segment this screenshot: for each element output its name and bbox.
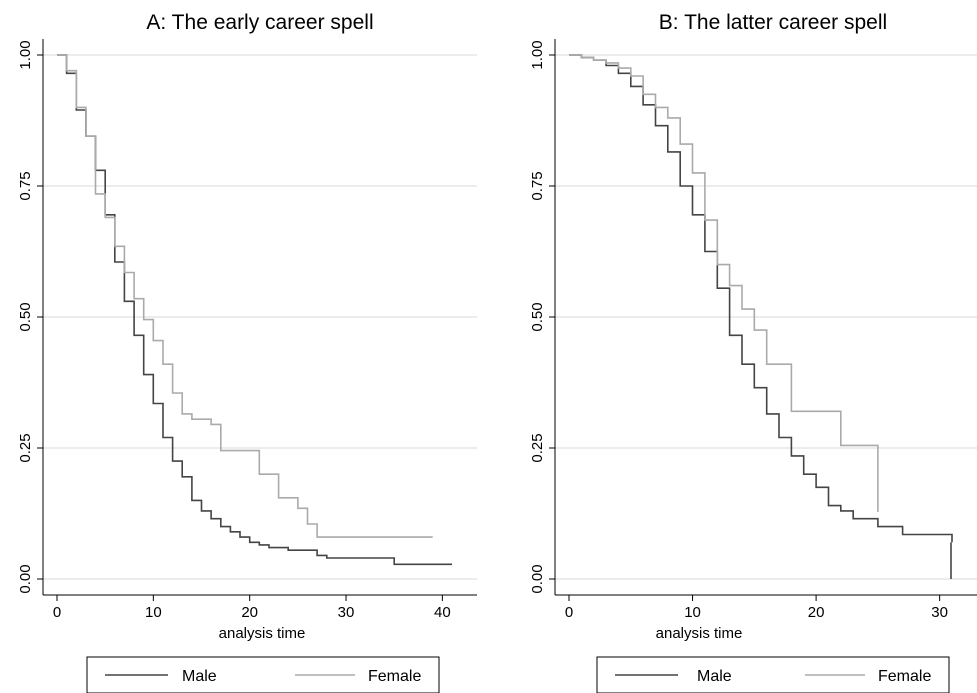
- panel-b-x-axis-label: analysis time: [656, 625, 743, 642]
- panel-b-series: [569, 54, 953, 579]
- panel-a-gridlines: [43, 54, 477, 580]
- panel-b-legend-label-male: Male: [697, 668, 732, 685]
- panel-a-series: [57, 54, 452, 566]
- panel-b-title: B: The latter career spell: [659, 11, 887, 34]
- panel-a-x-tick-label-3: 30: [338, 604, 355, 621]
- panel-a-x-tick-label-1: 10: [145, 604, 162, 621]
- panel-b-gridlines: [555, 54, 977, 580]
- panel-a-y-tick-label-3: 0.75: [17, 171, 34, 200]
- panel-a-x-tick-label-2: 20: [241, 604, 258, 621]
- panel-b-legend: Male Female: [596, 656, 950, 693]
- panel-a-legend-label-female: Female: [368, 668, 421, 685]
- panel-b-y-tick-label-3: 0.75: [529, 171, 546, 200]
- panel-a: A: The early career spell 0.000.250.500.…: [17, 11, 477, 693]
- panel-a-y-tick-label-2: 0.50: [17, 302, 34, 331]
- panel-a-title: A: The early career spell: [146, 11, 373, 34]
- panel-a-x-tick-label-0: 0: [53, 604, 61, 621]
- panel-b-y-tick-label-2: 0.50: [529, 302, 546, 331]
- panel-b-axes: 0.00 0.25 0.50 0.75 1.00 0 10 20 30: [529, 39, 977, 621]
- panel-a-series-male-line: [57, 54, 452, 566]
- panel-a-legend: Male Female: [86, 656, 440, 693]
- panel-a-axes: 0.00 0.25 0.50 0.75 1.00 0 10 20 30 40: [17, 39, 477, 621]
- panel-b-x-tick-label-2: 20: [808, 604, 825, 621]
- panel-a-x-tick-label-4: 40: [434, 604, 451, 621]
- panel-b-x-tick-label-3: 30: [931, 604, 948, 621]
- panel-a-y-tick-label-1: 0.25: [17, 433, 34, 462]
- panel-a-legend-label-male: Male: [182, 668, 217, 685]
- panel-b-series-female-line: [569, 54, 879, 512]
- panel-b-legend-label-female: Female: [878, 668, 931, 685]
- panel-b: B: The latter career spell 0.000.250.500…: [529, 11, 977, 693]
- panel-a-x-axis-label: analysis time: [219, 625, 306, 642]
- panel-b-x-tick-label-0: 0: [565, 604, 573, 621]
- panel-a-y-tick-label-0: 0.00: [17, 564, 34, 593]
- panel-a-y-tick-label-4: 1.00: [17, 40, 34, 69]
- panel-b-x-tick-label-1: 10: [684, 604, 701, 621]
- panel-b-y-tick-label-0: 0.00: [529, 564, 546, 593]
- panel-b-y-tick-label-1: 0.25: [529, 433, 546, 462]
- panel-b-y-tick-label-4: 1.00: [529, 40, 546, 69]
- panel-b-series-male-line: [569, 54, 953, 543]
- panel-a-series-female-line: [57, 54, 433, 538]
